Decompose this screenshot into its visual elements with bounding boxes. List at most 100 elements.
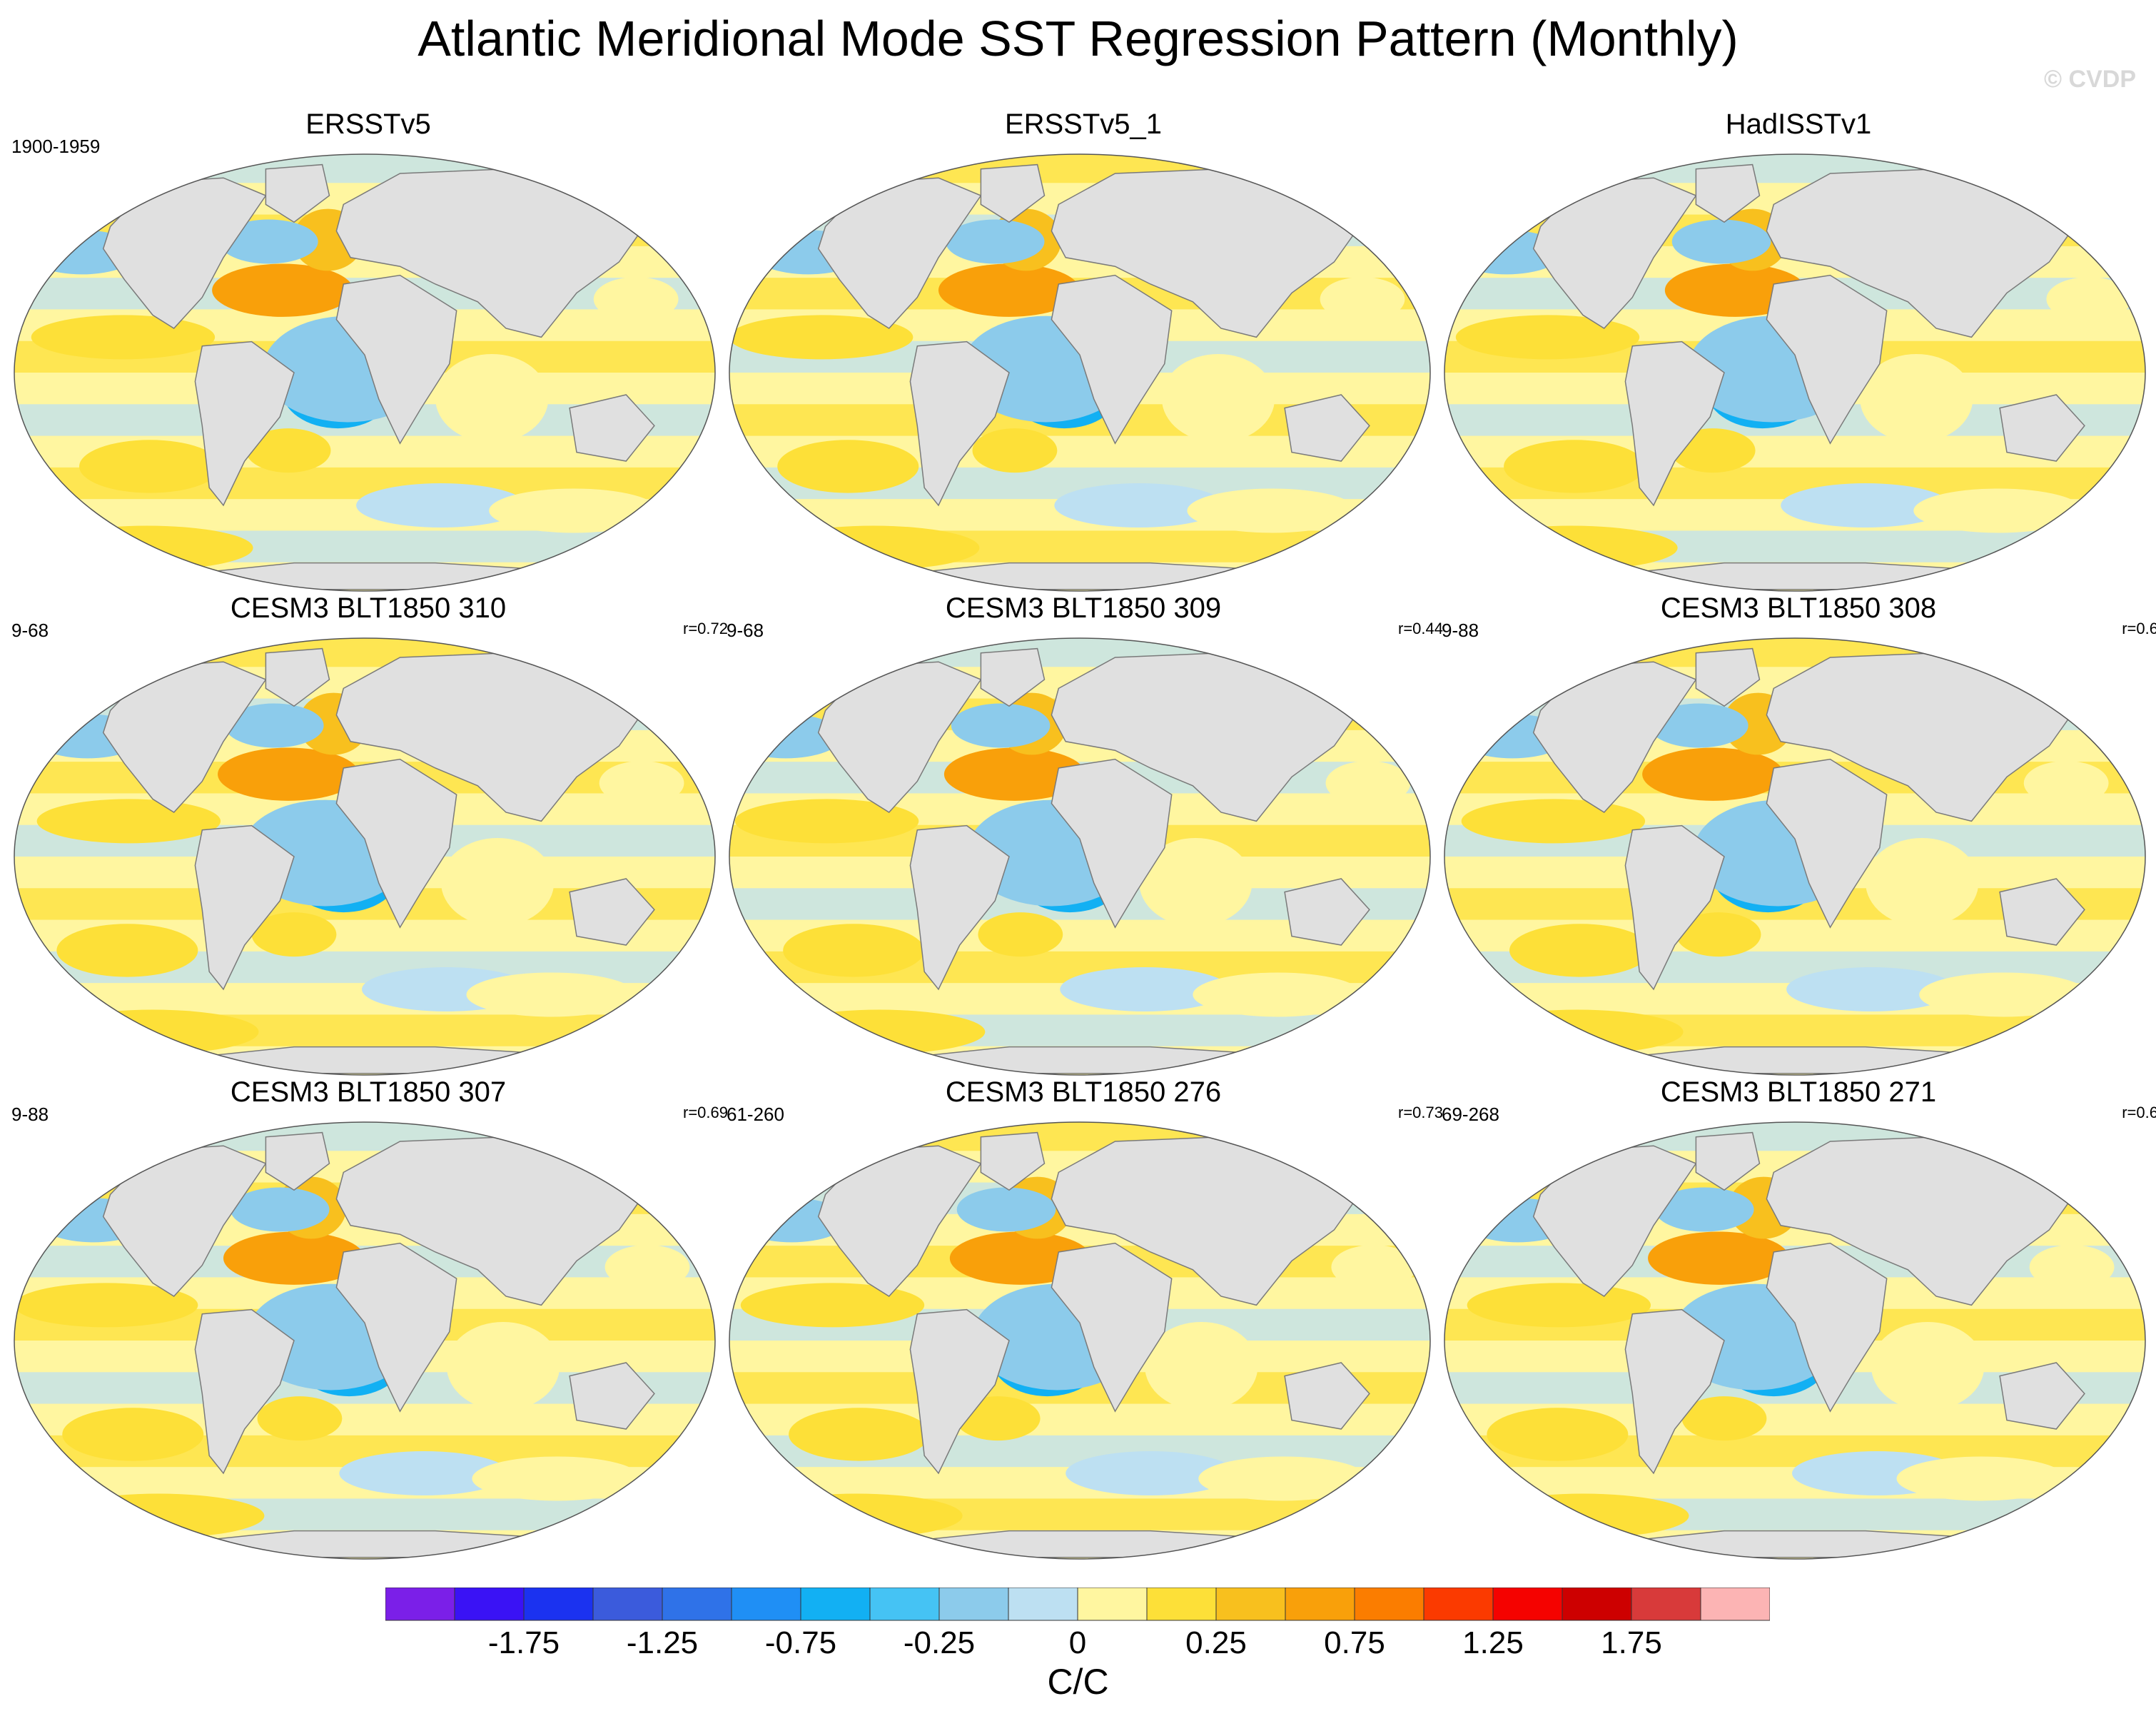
land-mass	[1284, 394, 1370, 462]
anomaly-region	[466, 972, 637, 1017]
panel-title: ERSSTv5	[305, 108, 431, 140]
panel-correlation: r=0.44	[1398, 620, 1443, 637]
anomaly-region	[224, 703, 324, 748]
anomaly-region	[1467, 1283, 1651, 1328]
land-mass	[1051, 274, 1173, 445]
anomaly-region	[956, 1187, 1056, 1232]
anomaly-region	[1681, 1396, 1767, 1441]
panel-title: ERSSTv5_1	[1004, 108, 1163, 140]
colorbar-tick-label: 0.75	[1324, 1625, 1385, 1659]
anomaly-region	[1161, 353, 1275, 443]
colorbar-swatch	[1146, 1588, 1217, 1621]
anomaly-region	[219, 219, 318, 264]
land-mass	[1532, 661, 1697, 813]
colorbar-swatch	[1215, 1588, 1286, 1621]
anomaly-region	[1676, 912, 1761, 957]
anomaly-region	[773, 1009, 986, 1054]
sst-map	[729, 153, 1431, 592]
colorbar: -1.75 -1.25 -0.75 -0.25 0 0.25 0.75 1.25 1.75	[385, 1588, 1770, 1659]
panel-years: 1900-1959	[11, 136, 101, 157]
colorbar-tick-label: 1.25	[1462, 1625, 1524, 1659]
anomaly-region	[218, 747, 360, 801]
anomaly-region	[2046, 277, 2132, 322]
map-panel: ERSSTv5 1900-1959	[11, 108, 725, 601]
anomaly-region	[938, 263, 1080, 317]
anomaly-region	[339, 1451, 509, 1495]
anomaly-band	[729, 1122, 1430, 1151]
anomaly-region	[604, 1245, 690, 1290]
anomaly-region	[56, 924, 198, 977]
land-mass	[265, 163, 330, 223]
panel-years: 9-88	[11, 1104, 49, 1125]
anomaly-band	[14, 530, 715, 562]
anomaly-region	[1642, 747, 1784, 801]
anomaly-region	[230, 1187, 330, 1232]
colorbar-swatch	[1008, 1588, 1078, 1621]
sst-map	[1444, 1121, 2146, 1560]
map-border	[729, 153, 1431, 592]
anomaly-region	[446, 1321, 560, 1410]
anomaly-region	[472, 1456, 642, 1501]
map-border	[1444, 153, 2146, 592]
colorbar-tick-label: 0.25	[1185, 1625, 1247, 1659]
colorbar-tick-label: -0.25	[904, 1625, 975, 1659]
anomaly-band	[1444, 638, 2145, 667]
anomaly-region	[14, 1283, 198, 1328]
anomaly-region	[1671, 219, 1771, 264]
land-mass	[1766, 274, 1888, 445]
anomaly-region	[440, 837, 555, 927]
anomaly-region	[1471, 1009, 1684, 1054]
land-mass	[817, 177, 982, 329]
colorbar-swatch	[731, 1588, 801, 1621]
anomaly-region	[783, 924, 925, 977]
map-panel: HadISSTv1	[1442, 108, 2155, 601]
anomaly-band	[1444, 530, 2145, 562]
land-mass	[569, 878, 655, 946]
anomaly-band	[1444, 1014, 2145, 1046]
anomaly-band	[14, 1122, 715, 1151]
anomaly-region	[489, 488, 659, 533]
anomaly-band	[14, 638, 715, 667]
anomaly-region	[1455, 315, 1640, 360]
land-mass	[1284, 1362, 1370, 1430]
colorbar-tick-label: 1.75	[1601, 1625, 1662, 1659]
map-border	[1444, 1121, 2146, 1560]
anomaly-region	[1145, 1321, 1258, 1410]
colorbar-swatch	[1631, 1588, 1701, 1621]
anomaly-region	[1504, 440, 1646, 493]
anomaly-region	[52, 1493, 265, 1538]
map-border	[729, 1121, 1431, 1560]
sst-map	[729, 637, 1431, 1076]
anomaly-region	[41, 525, 253, 570]
anomaly-region	[1320, 277, 1405, 322]
map-border	[1444, 637, 2146, 1076]
land-mass	[102, 1145, 267, 1297]
anomaly-band	[14, 1498, 715, 1530]
anomaly-band	[14, 154, 715, 183]
colorbar-swatch	[1354, 1588, 1424, 1621]
anomaly-region	[31, 315, 216, 360]
anomaly-region	[223, 1231, 365, 1285]
anomaly-region	[79, 440, 221, 493]
land-mass	[1999, 394, 2085, 462]
anomaly-region	[1866, 837, 1979, 927]
anomaly-region	[356, 483, 526, 528]
map-panel: CESM3 BLT1850 271 69-268 r=0.6	[1442, 1076, 2156, 1569]
panel-years: 9-68	[727, 620, 764, 641]
land-mass	[1695, 647, 1761, 707]
panel-years: 69-268	[1442, 1104, 1499, 1125]
anomaly-region	[1896, 1456, 2067, 1501]
land-mass	[265, 647, 330, 707]
colorbar-swatch	[592, 1588, 663, 1621]
panel-correlation: r=0.73	[1398, 1104, 1443, 1121]
land-mass	[1624, 340, 1725, 507]
anomaly-region	[740, 1283, 925, 1328]
colorbar-swatch	[1285, 1588, 1355, 1621]
anomaly-band	[729, 1014, 1430, 1046]
anomaly-region	[1198, 1456, 1368, 1501]
land-mass	[1999, 1362, 2085, 1430]
land-mass	[335, 1242, 457, 1413]
panel-title: CESM3 BLT1850 271	[1660, 1076, 1937, 1108]
anomaly-region	[257, 1396, 343, 1441]
panel-title: CESM3 BLT1850 276	[945, 1076, 1222, 1108]
